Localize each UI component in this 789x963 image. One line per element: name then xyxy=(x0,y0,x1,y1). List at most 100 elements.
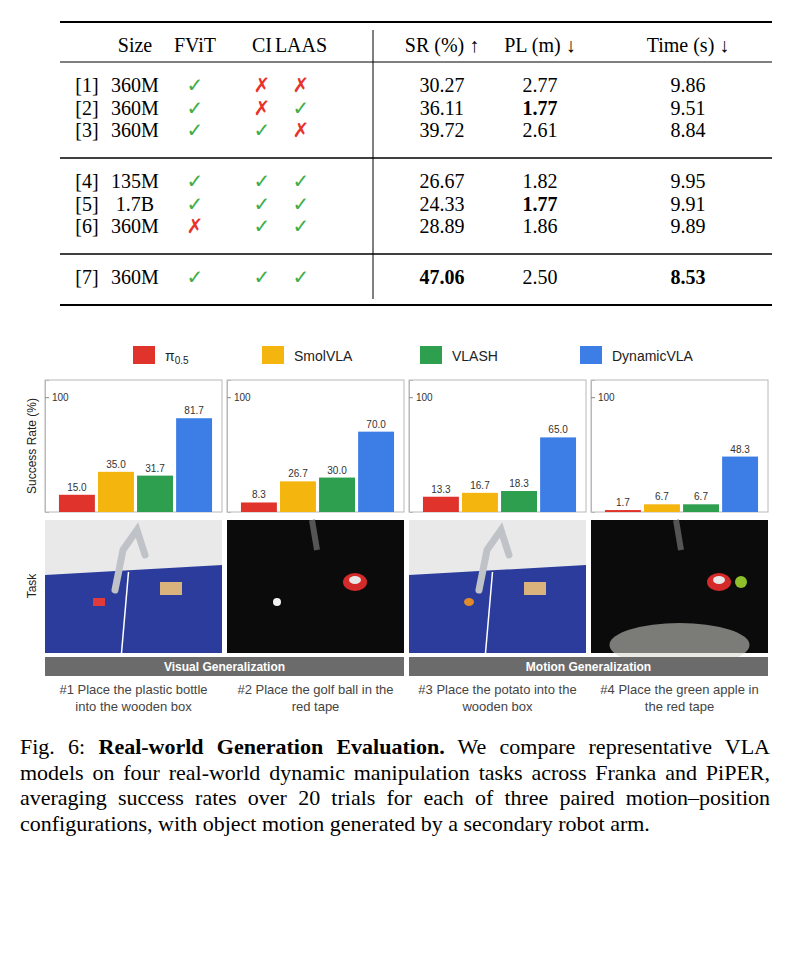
table-cell: 9.89 xyxy=(671,215,706,237)
bar xyxy=(722,457,758,512)
table-cell: ✗ xyxy=(187,214,204,238)
table-cell: ✓ xyxy=(293,192,310,216)
table-cell: 360M xyxy=(111,215,159,237)
table-rule xyxy=(60,304,772,306)
table-cell: 9.51 xyxy=(671,97,706,119)
task-label: #2 Place the golf ball in thered tape xyxy=(237,682,393,714)
table-cell: ✓ xyxy=(187,118,204,142)
table-cell: 47.06 xyxy=(420,266,465,288)
legend-swatch xyxy=(420,346,442,364)
task-label: #4 Place the green apple inthe red tape xyxy=(600,682,758,714)
axis-line xyxy=(410,381,414,513)
bar xyxy=(137,476,173,512)
table-cell: 1.77 xyxy=(523,193,558,215)
legend-label: SmolVLA xyxy=(294,348,353,364)
table-cell: ✓ xyxy=(187,169,204,193)
table-cell: 2.77 xyxy=(523,74,558,96)
task-label: #3 Place the potato into thewooden box xyxy=(418,682,576,714)
table-header: CI xyxy=(252,34,272,56)
table-rule xyxy=(60,62,772,63)
data-label: 8.3 xyxy=(252,489,266,500)
table-cell: [6] xyxy=(75,215,98,237)
bar xyxy=(358,432,394,512)
table-cell: 135M xyxy=(111,170,159,192)
table-header: Time (s) ↓ xyxy=(647,34,730,57)
table-cell: 2.50 xyxy=(523,266,558,288)
panel-frame xyxy=(227,380,404,512)
table-cell: 1.86 xyxy=(523,215,558,237)
bar xyxy=(59,495,95,512)
table-header: SR (%) ↑ xyxy=(405,34,479,57)
table-header: Size xyxy=(118,34,153,56)
data-label: 65.0 xyxy=(548,424,568,435)
table-header: PL (m) ↓ xyxy=(504,34,575,57)
legend-swatch xyxy=(262,346,284,364)
panel-frame xyxy=(591,380,768,512)
table-cell: 39.72 xyxy=(420,119,465,141)
table-cell: ✗ xyxy=(254,73,271,97)
bar xyxy=(644,504,680,512)
tick-mark xyxy=(227,397,231,398)
y-axis: 100 xyxy=(45,381,69,513)
table-cell: ✓ xyxy=(254,118,271,142)
legend-item: DynamicVLA xyxy=(580,346,694,364)
column-separator xyxy=(373,30,374,299)
table-cell: ✓ xyxy=(293,265,310,289)
legend-swatch xyxy=(580,346,602,364)
tick: 100 xyxy=(409,392,433,403)
table-cell: ✓ xyxy=(293,214,310,238)
tick: 100 xyxy=(227,392,251,403)
axis-line xyxy=(592,381,596,513)
tick: 100 xyxy=(591,392,615,403)
table-cell: [3] xyxy=(75,119,98,141)
data-label: 6.7 xyxy=(655,491,669,502)
data-label: 6.7 xyxy=(694,491,708,502)
task-photo xyxy=(409,520,586,653)
table-cell: ✓ xyxy=(254,192,271,216)
table-header: FViT xyxy=(174,34,216,56)
table-cell: 360M xyxy=(111,97,159,119)
y-axis: 100 xyxy=(591,381,615,513)
panel-frame xyxy=(45,380,222,512)
y-axis-title: Success Rate (%) xyxy=(25,398,39,494)
table-cell: ✓ xyxy=(293,169,310,193)
chart: π0.5SmolVLAVLASHDynamicVLASuccess Rate (… xyxy=(25,346,768,714)
table-cell: 30.27 xyxy=(420,74,465,96)
data-label: 31.7 xyxy=(145,463,165,474)
table-cell: ✓ xyxy=(187,96,204,120)
table-cell: 28.89 xyxy=(420,215,465,237)
bars xyxy=(59,418,212,512)
data-label: 48.3 xyxy=(730,444,750,455)
task-photo xyxy=(591,520,768,667)
bar xyxy=(462,493,498,512)
group-bar xyxy=(409,657,768,676)
table-cell: 8.53 xyxy=(671,266,706,288)
bar xyxy=(241,502,277,512)
table-cell: ✓ xyxy=(254,265,271,289)
caption-title: Real-world Generation Evaluation. xyxy=(99,734,445,759)
table-cell: 360M xyxy=(111,119,159,141)
table-rule xyxy=(60,157,772,159)
bars xyxy=(241,432,394,512)
data-label: 1.7 xyxy=(616,497,630,508)
table-cell: ✓ xyxy=(187,73,204,97)
data-label: 18.3 xyxy=(509,478,529,489)
table-cell: 1.82 xyxy=(523,170,558,192)
table-cell: 24.33 xyxy=(420,193,465,215)
caption: Fig. 6: Real-world Generation Evaluation… xyxy=(20,734,770,836)
table-cell: ✓ xyxy=(187,192,204,216)
data-label: 35.0 xyxy=(106,459,126,470)
task-photo xyxy=(45,520,222,653)
table-cell: [5] xyxy=(75,193,98,215)
bar xyxy=(176,418,212,512)
panel-frame xyxy=(409,380,586,512)
table-rule xyxy=(60,253,772,255)
bar xyxy=(280,481,316,512)
results-table: Size FViT CILAAS SR (%) ↑ PL (m) ↓ Time (s) ↓… xyxy=(60,22,772,305)
tick: 100 xyxy=(45,392,69,403)
group-bar xyxy=(45,657,404,676)
task-label: #1 Place the plastic bottleinto the wood… xyxy=(59,682,207,714)
tick-label: 100 xyxy=(598,392,615,403)
table-header: LAAS xyxy=(275,34,327,56)
data-label: 13.3 xyxy=(431,484,451,495)
